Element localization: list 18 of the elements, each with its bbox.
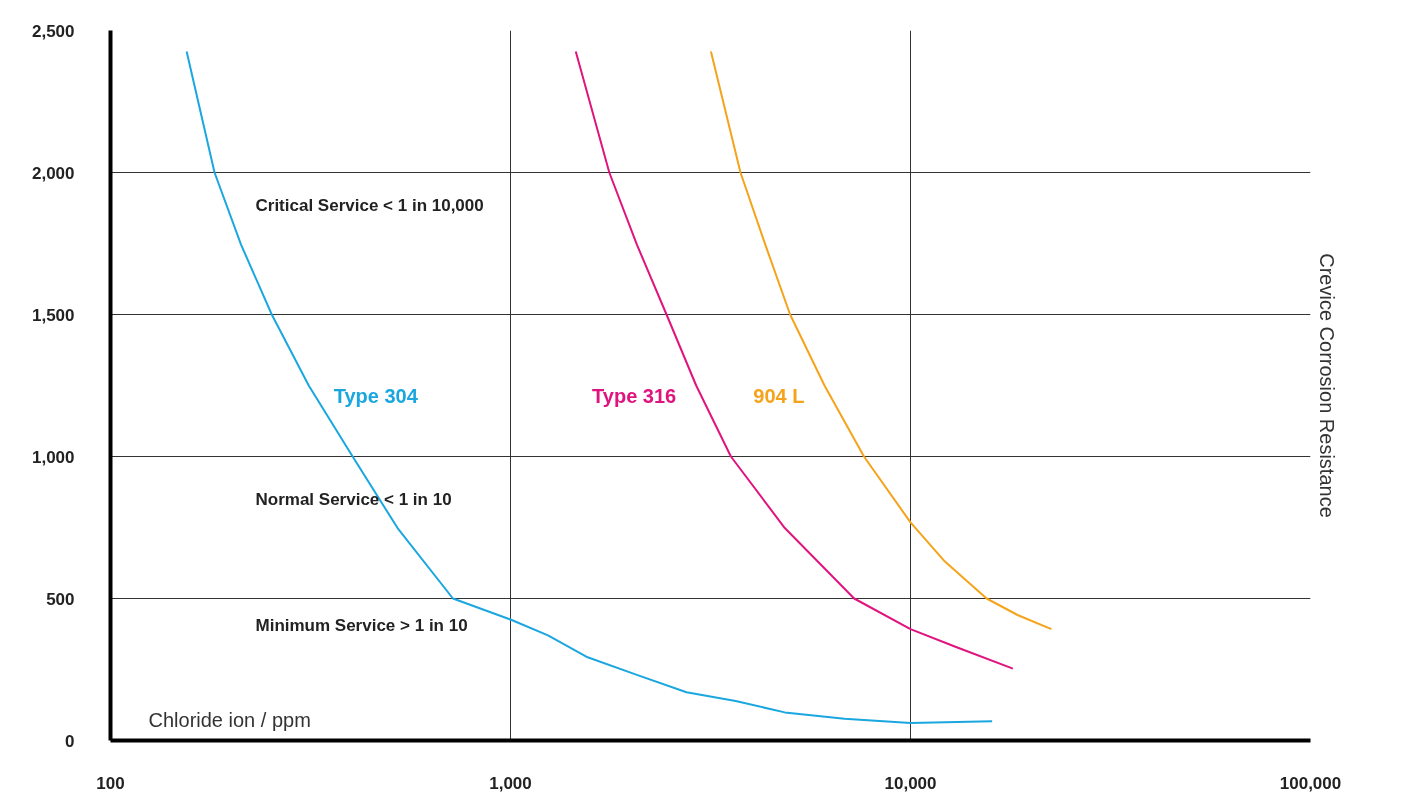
y-tick-label: 500 (46, 589, 75, 609)
y-tick-label: 2,500 (31, 21, 75, 41)
x-tick-label: 1,000 (489, 773, 532, 793)
y-tick-label: 2,000 (31, 163, 75, 183)
annotation: Critical Service < 1 in 10,000 (255, 196, 484, 215)
y-tick-label: 1,000 (31, 447, 75, 467)
series-label: Type 304 (333, 384, 419, 407)
y-tick-label: 0 (65, 731, 75, 751)
x-axis-title: Chloride ion / ppm (148, 708, 311, 731)
series-label: Type 316 (592, 384, 677, 407)
x-tick-label: 10,000 (884, 773, 937, 793)
y-axis-title: Crevice Corrosion Resistance (1315, 253, 1338, 518)
series-label: 904 L (753, 384, 805, 407)
annotation: Minimum Service > 1 in 10 (255, 616, 468, 635)
annotation: Normal Service < 1 in 10 (255, 490, 452, 509)
x-tick-label: 100,000 (1279, 773, 1342, 793)
y-tick-label: 1,500 (31, 305, 75, 325)
x-tick-label: 100 (96, 773, 125, 793)
